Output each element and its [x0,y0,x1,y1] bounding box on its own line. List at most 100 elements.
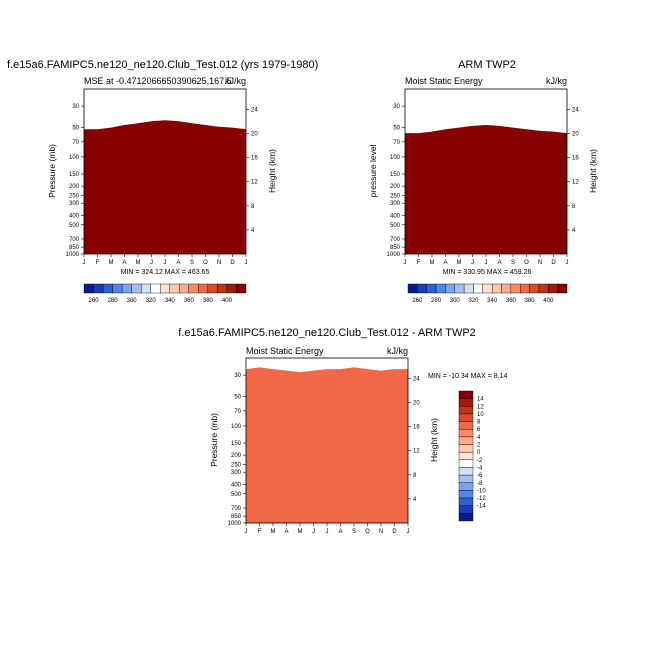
colorbar-diff-swatch-8 [458,451,474,461]
colorbar-diff-label--8: -8 [477,481,483,487]
p2-ptick-label-100: 100 [390,155,401,161]
cbh1-label-360: 360 [184,298,195,304]
cbh1-swatch-6 [140,283,151,294]
p2-month-label-5: J [471,260,474,266]
p2-htick-label-12: 12 [572,180,579,186]
cbh1-swatch-2 [102,283,113,294]
p3-ptick-label-300: 300 [231,470,242,476]
panel-obs-y2label: Height (km) [588,149,598,193]
p1-htick-label-16: 16 [251,156,258,162]
colorbar-diff-swatch-9 [458,459,474,468]
p1-ptick-label-1000: 1000 [66,252,80,258]
cbh2-label-300: 300 [450,298,461,304]
p2-htick-label-8: 8 [572,204,576,210]
p3-field [246,358,408,523]
p2-field [405,89,567,254]
colorbar-diff-label-6: 6 [477,427,481,433]
colorbar-diff-swatch-7 [458,444,474,453]
colorbar-diff-swatch-3 [458,413,474,422]
panel-model-left-label: MSE at -0.4712066650390625,167.5 [84,76,232,86]
p3-ptick-label-70: 70 [234,409,241,415]
cbh1-swatch-4 [121,283,132,294]
panel-diff: f.e15a6.FAMIPC5.ne120_ne120.Club_Test.01… [178,327,507,535]
p1-ptick-label-250: 250 [69,194,80,200]
p1-month-label-6: J [164,260,167,266]
cbh1-swatch-11 [188,283,199,294]
p1-ptick-label-700: 700 [69,237,80,243]
cbh2-swatch-12 [520,283,530,294]
p1-ptick-label-850: 850 [69,245,80,251]
panel-diff-left-label: Moist Static Energy [246,346,324,356]
cbh1-swatch-3 [112,283,123,294]
cbh2-label-260: 260 [412,298,423,304]
cbh2-swatch-2 [426,283,437,294]
p2-month-label-4: M [457,260,462,266]
cbh1-swatch-7 [150,283,161,294]
panel-diff-title: f.e15a6.FAMIPC5.ne120_ne120.Club_Test.01… [178,327,476,339]
cbh2-swatch-10 [501,283,512,294]
p3-month-label-5: J [312,529,315,535]
cbh2-swatch-4 [445,283,455,294]
p3-ptick-label-1000: 1000 [228,521,242,527]
p1-month-label-2: M [109,260,114,266]
p1-ptick-label-500: 500 [69,223,80,229]
p1-month-label-12: J [245,260,248,266]
cbh2-label-380: 380 [525,298,536,304]
cbh2-label-360: 360 [506,298,517,304]
panel-obs-stats: MIN = 330.95 MAX = 459.26 [443,269,532,276]
p1-month-label-0: J [83,260,86,266]
cbh1-label-260: 260 [89,298,100,304]
p1-ptick-label-200: 200 [69,184,80,190]
p2-htick-label-20: 20 [572,131,579,137]
p1-field [84,89,246,254]
p3-ptick-label-400: 400 [231,482,242,488]
p2-month-label-8: S [511,260,515,266]
panel-model: f.e15a6.FAMIPC5.ne120_ne120.Club_Test.01… [7,59,318,276]
panel-model-units: kJ/kg [225,76,246,86]
p1-month-label-4: M [136,260,141,266]
cbh2-swatch-3 [435,283,446,294]
panel-obs-title: ARM TWP2 [458,59,516,71]
p2-ptick-label-30: 30 [393,104,400,110]
p3-month-label-0: J [245,529,248,535]
p1-month-label-3: A [122,260,126,266]
p2-ptick-label-850: 850 [390,245,401,251]
p1-month-label-5: J [150,260,153,266]
p3-ptick-label-700: 700 [231,506,242,512]
p2-month-label-12: J [566,260,569,266]
cbh2-swatch-14 [538,283,549,294]
cbh1-label-320: 320 [146,298,157,304]
cbh2-swatch-8 [482,283,493,294]
colorbar-diff-swatch-12 [458,482,474,491]
p3-month-label-12: J [407,529,410,535]
p2-month-label-10: N [538,260,542,266]
p1-month-label-11: D [230,260,235,266]
colorbar-diff-swatch-15 [458,505,474,514]
cbh1-label-300: 300 [127,298,138,304]
colorbar-diff-swatch-6 [458,436,474,445]
colorbar-diff-label--12: -12 [477,496,486,502]
p1-ptick-label-400: 400 [69,213,80,219]
cbh1-swatch-1 [93,283,104,294]
colorbar-diff-swatch-1 [458,398,474,407]
colorbar-diff-label-2: 2 [477,443,481,449]
panel-diff-units: kJ/kg [387,346,408,356]
colorbar-diff-label--2: -2 [477,458,483,464]
colorbar-diff-label--6: -6 [477,473,483,479]
p1-contour-band-11 [84,120,246,254]
p1-month-label-8: S [190,260,194,266]
p2-htick-label-24: 24 [572,107,579,113]
p3-contour-band-13 [246,367,408,523]
colorbar-diff-label-8: 8 [477,420,481,426]
cbh2-swatch-5 [454,283,465,294]
p1-ptick-label-50: 50 [72,126,79,132]
p2-ptick-label-150: 150 [390,172,401,178]
p1-htick-label-12: 12 [251,180,258,186]
p3-month-label-3: A [284,529,288,535]
panel-model-title: f.e15a6.FAMIPC5.ne120_ne120.Club_Test.01… [7,59,318,71]
cbh2-swatch-13 [529,283,540,294]
cbh2-swatch-7 [473,283,484,294]
